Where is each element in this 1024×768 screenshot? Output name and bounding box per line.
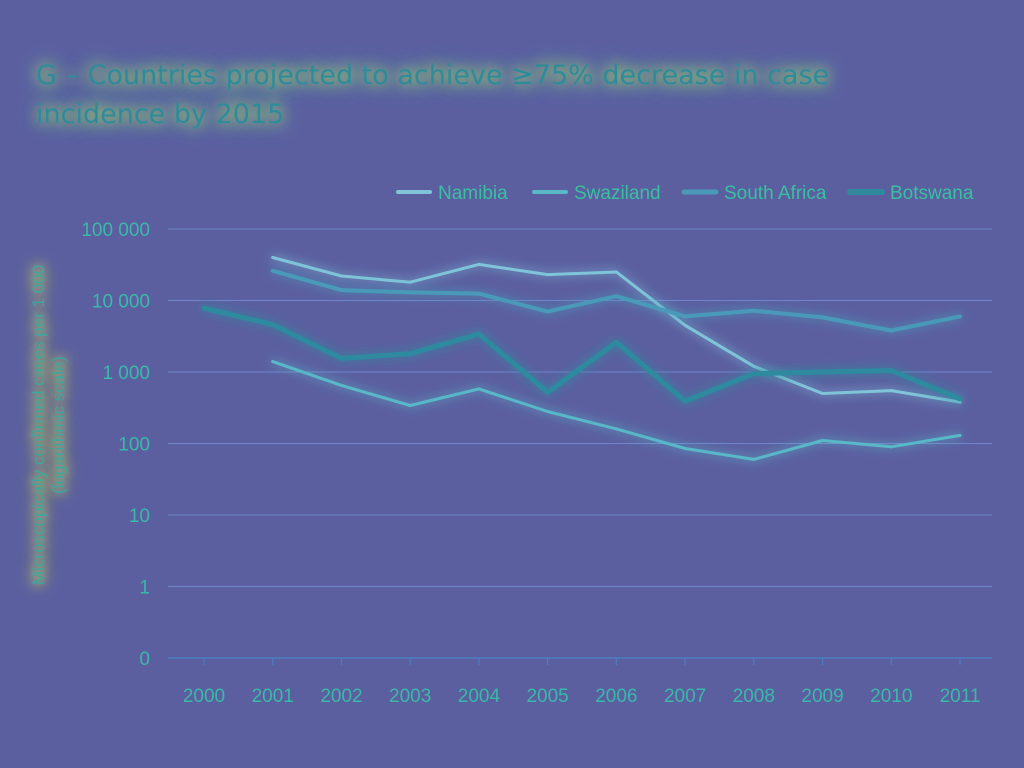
data-point-swaziland [271,360,275,364]
data-point-botswana [339,356,343,360]
data-point-swaziland [546,410,550,414]
data-point-swaziland [339,383,343,387]
data-point-botswana [614,340,618,344]
series-line-namibia [271,256,962,404]
data-point-namibia [614,270,618,274]
x-tick-label: 2001 [252,686,294,707]
data-point-namibia [546,273,550,277]
data-point-namibia [339,274,343,278]
data-point-swaziland [752,457,756,461]
y-tick-label: 10 [129,506,150,527]
x-tick-label: 2011 [940,686,981,707]
legend-label-botswana: Botswana [890,183,974,204]
x-tick-label: 2010 [870,686,912,707]
data-point-swaziland [821,439,825,443]
legend-label-namibia: Namibia [438,183,508,204]
data-point-swaziland [889,445,893,449]
data-point-botswana [202,306,206,310]
data-point-botswana [958,397,962,401]
data-point-namibia [271,255,275,259]
data-point-swaziland [408,403,412,407]
chart-title-line1: G – Countries projected to achieve ≥75% … [36,60,830,91]
y-tick-label: 100 [118,435,150,456]
data-point-botswana [683,399,687,403]
data-point-botswana [477,332,481,336]
data-point-namibia [752,364,756,368]
data-point-botswana [889,368,893,372]
data-point-south-africa [614,294,618,298]
data-point-south-africa [477,292,481,296]
data-point-namibia [408,280,412,284]
data-point-south-africa [821,315,825,319]
data-point-south-africa [889,329,893,333]
x-tick-label: 2002 [320,686,362,707]
data-point-south-africa [683,314,687,318]
y-tick-label: 0 [139,649,150,670]
data-point-botswana [821,370,825,374]
data-point-south-africa [339,288,343,292]
x-tick-label: 2008 [733,686,775,707]
y-tick-label: 1 [139,578,150,599]
series-line-swaziland [271,360,962,461]
chart-title: G – Countries projected to achieve ≥75% … [36,56,936,134]
data-point-namibia [889,389,893,393]
y-tick-label: 100 000 [81,220,150,241]
y-tick-label: 1 000 [102,363,150,384]
series-line-botswana [201,305,963,404]
data-point-swaziland [477,387,481,391]
data-point-namibia [683,323,687,327]
x-tick-label: 2003 [389,686,431,707]
x-tick-label: 2009 [801,686,843,707]
data-point-botswana [408,352,412,356]
data-point-south-africa [271,269,275,273]
data-point-swaziland [958,433,962,437]
data-point-botswana [546,390,550,394]
x-tick-label: 2004 [458,686,501,707]
data-point-south-africa [546,310,550,314]
x-tick-label: 2006 [595,686,637,707]
y-tick-label: 10 000 [92,292,150,313]
data-point-south-africa [958,314,962,318]
data-point-namibia [477,262,481,266]
data-point-namibia [821,392,825,396]
data-point-botswana [271,323,275,327]
x-tick-label: 2007 [664,686,706,707]
x-tick-label: 2000 [183,686,225,707]
data-point-botswana [752,372,756,376]
legend-label-swaziland: Swaziland [574,183,661,204]
data-point-namibia [958,400,962,404]
data-point-swaziland [614,427,618,431]
data-point-swaziland [683,447,687,451]
x-tick-label: 2005 [526,686,568,707]
data-point-south-africa [752,309,756,313]
legend-label-south-africa: South Africa [724,183,827,204]
chart-title-line2: incidence by 2015 [36,99,285,130]
data-point-south-africa [408,290,412,294]
